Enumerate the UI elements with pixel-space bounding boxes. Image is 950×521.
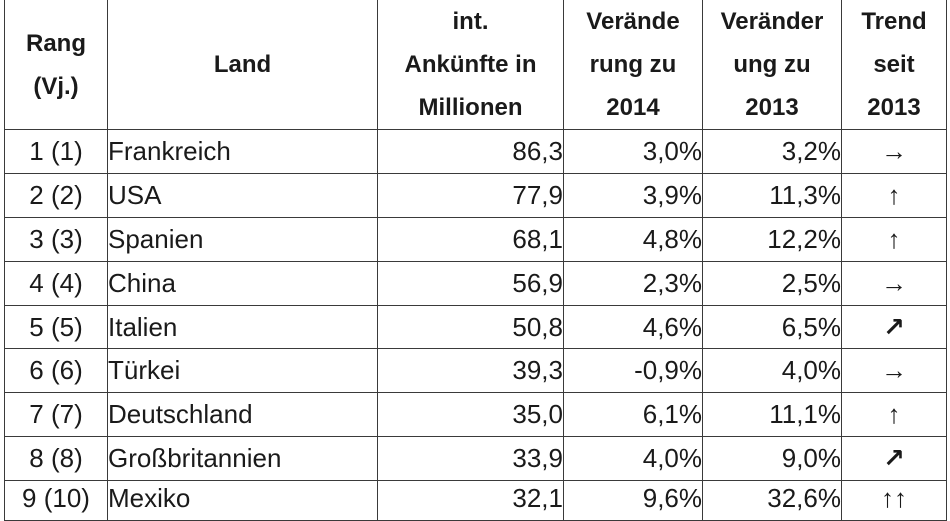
- cell-rank: 6 (6): [4, 348, 108, 394]
- cell-arrivals: 39,3: [377, 348, 564, 394]
- header-row: Rang (Vj.) Land int. Ankünfte in Million…: [4, 0, 947, 130]
- cell-country: Spanien: [107, 216, 378, 262]
- cell-country: USA: [107, 172, 378, 218]
- cell-rank: 5 (5): [4, 304, 108, 350]
- cell-rank: 8 (8): [4, 436, 108, 482]
- cell-country: Mexiko: [107, 480, 378, 521]
- cell-arrivals: 68,1: [377, 216, 564, 262]
- header-change-2013: Veränder ung zu 2013: [702, 0, 842, 130]
- cell-rank: 4 (4): [4, 260, 108, 306]
- header-country: Land: [107, 0, 378, 130]
- table-row: 3 (3) Spanien 68,1 4,8% 12,2% ↑: [4, 216, 947, 262]
- cell-rank: 2 (2): [4, 172, 108, 218]
- cell-rank: 1 (1): [4, 129, 108, 174]
- cell-arrivals: 50,8: [377, 304, 564, 350]
- cell-arrivals: 33,9: [377, 436, 564, 482]
- tourism-ranking-table: Rang (Vj.) Land int. Ankünfte in Million…: [4, 0, 947, 521]
- cell-arrivals: 86,3: [377, 129, 564, 174]
- header-change-2014: Verände rung zu 2014: [563, 0, 703, 130]
- cell-change-2014: 2,3%: [563, 260, 703, 306]
- cell-change-2014: 4,8%: [563, 216, 703, 262]
- cell-change-2014: -0,9%: [563, 348, 703, 394]
- cell-country: Großbritannien: [107, 436, 378, 482]
- arrow-up-icon: ↑: [841, 392, 947, 438]
- cell-change-2014: 3,9%: [563, 172, 703, 218]
- table-row: 2 (2) USA 77,9 3,9% 11,3% ↑: [4, 172, 947, 218]
- arrow-up-right-icon: ↗: [841, 436, 947, 482]
- table-row: 7 (7) Deutschland 35,0 6,1% 11,1% ↑: [4, 392, 947, 438]
- cell-arrivals: 56,9: [377, 260, 564, 306]
- header-arrivals: int. Ankünfte in Millionen: [377, 0, 564, 130]
- cell-change-2013: 2,5%: [702, 260, 842, 306]
- table-row: 1 (1) Frankreich 86,3 3,0% 3,2% →: [4, 129, 947, 174]
- arrow-up-icon: ↑: [841, 172, 947, 218]
- cell-country: Italien: [107, 304, 378, 350]
- table-row: 6 (6) Türkei 39,3 -0,9% 4,0% →: [4, 348, 947, 394]
- table-row: 4 (4) China 56,9 2,3% 2,5% →: [4, 260, 947, 306]
- table-row: 5 (5) Italien 50,8 4,6% 6,5% ↗: [4, 304, 947, 350]
- cell-change-2014: 3,0%: [563, 129, 703, 174]
- cell-change-2014: 6,1%: [563, 392, 703, 438]
- header-rank: Rang (Vj.): [4, 0, 108, 130]
- cell-country: Türkei: [107, 348, 378, 394]
- cell-change-2013: 32,6%: [702, 480, 842, 521]
- cell-change-2014: 4,6%: [563, 304, 703, 350]
- cell-change-2013: 11,1%: [702, 392, 842, 438]
- cell-change-2013: 11,3%: [702, 172, 842, 218]
- table-row: 9 (10) Mexiko 32,1 9,6% 32,6% ↑↑: [4, 480, 947, 521]
- cell-rank: 9 (10): [4, 480, 108, 521]
- cell-country: Deutschland: [107, 392, 378, 438]
- cell-country: China: [107, 260, 378, 306]
- cell-change-2014: 9,6%: [563, 480, 703, 521]
- cell-arrivals: 35,0: [377, 392, 564, 438]
- header-trend: Trend seit 2013: [841, 0, 947, 130]
- cell-country: Frankreich: [107, 129, 378, 174]
- cell-change-2013: 6,5%: [702, 304, 842, 350]
- cell-arrivals: 32,1: [377, 480, 564, 521]
- cell-rank: 3 (3): [4, 216, 108, 262]
- cell-arrivals: 77,9: [377, 172, 564, 218]
- double-arrow-up-icon: ↑↑: [841, 480, 947, 521]
- arrow-right-icon: →: [841, 129, 947, 174]
- arrow-up-right-icon: ↗: [841, 304, 947, 350]
- cell-change-2014: 4,0%: [563, 436, 703, 482]
- cell-change-2013: 4,0%: [702, 348, 842, 394]
- arrow-up-icon: ↑: [841, 216, 947, 262]
- arrow-right-icon: →: [841, 260, 947, 306]
- cell-change-2013: 12,2%: [702, 216, 842, 262]
- cell-change-2013: 9,0%: [702, 436, 842, 482]
- arrow-right-icon: →: [841, 348, 947, 394]
- cell-change-2013: 3,2%: [702, 129, 842, 174]
- cell-rank: 7 (7): [4, 392, 108, 438]
- table-row: 8 (8) Großbritannien 33,9 4,0% 9,0% ↗: [4, 436, 947, 482]
